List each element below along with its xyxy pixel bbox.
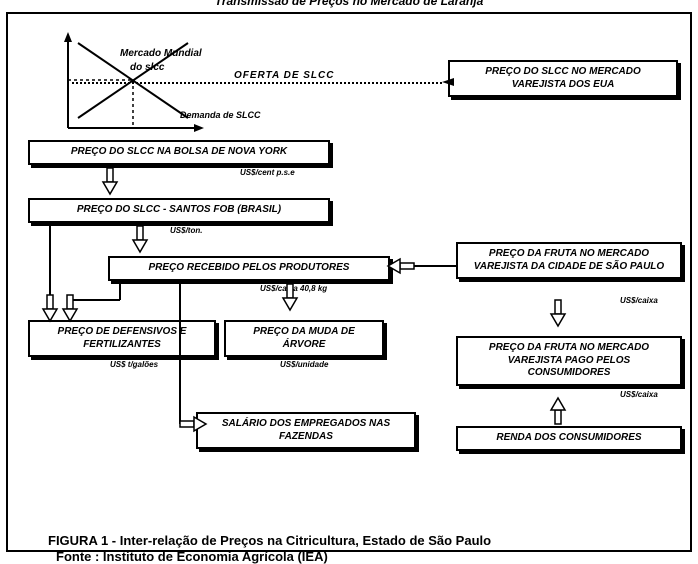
arrows-layer bbox=[0, 0, 698, 558]
figure-source: Fonte : Instituto de Economia Agrícola (… bbox=[56, 549, 328, 564]
figure-caption: FIGURA 1 - Inter-relação de Preços na Ci… bbox=[48, 533, 491, 548]
page: Transmissão de Preços no Mercado de Lara… bbox=[0, 0, 698, 558]
